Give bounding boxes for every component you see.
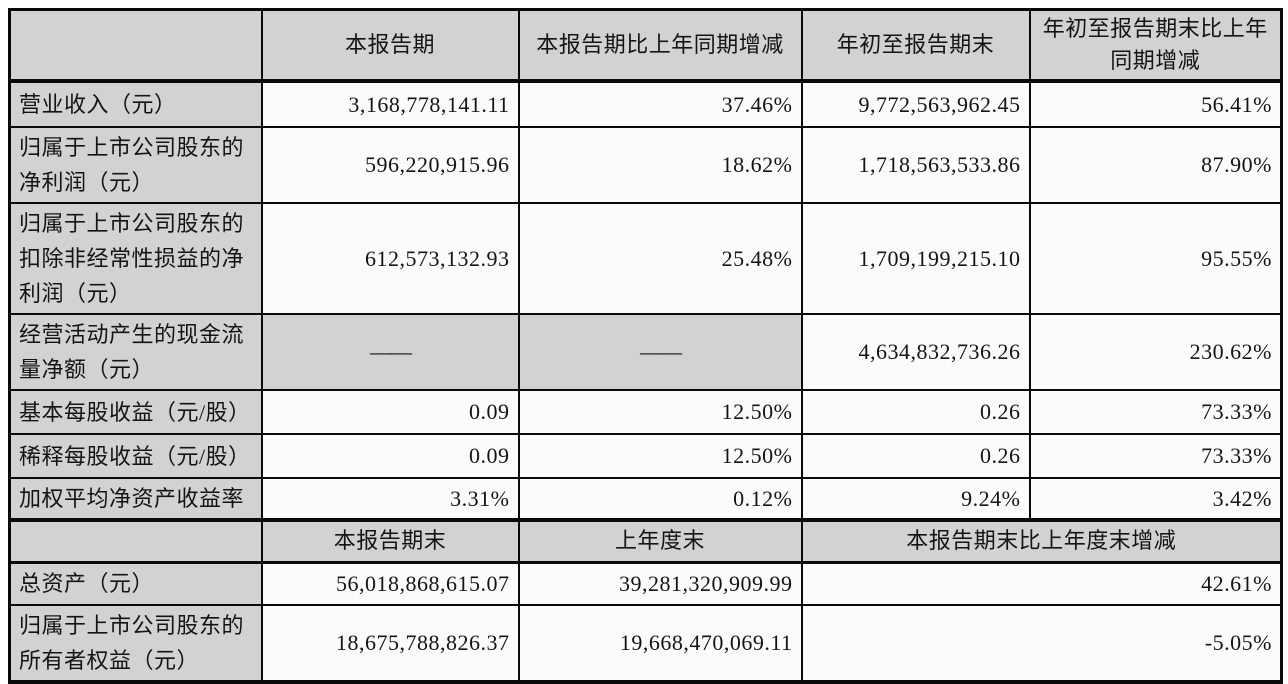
cell-current-period: 3,168,778,141.11 <box>260 80 520 128</box>
cell-yoy-change: 12.50% <box>517 389 803 435</box>
cell-ytd-change: 87.90% <box>1028 126 1283 204</box>
header-row-period: 本报告期 本报告期比上年同期增减 年初至报告期末 年初至报告期末比上年同期增减 <box>8 8 1283 83</box>
header-corner-cell <box>8 8 263 83</box>
cell-yoy-change: 12.50% <box>517 433 803 479</box>
table-row-operating-cash-flow: 经营活动产生的现金流量净额（元） —— —— 4,634,832,736.26 … <box>8 313 1283 391</box>
cell-current-period: 3.31% <box>260 477 520 521</box>
row-label: 经营活动产生的现金流量净额（元） <box>8 313 263 391</box>
row-label: 加权平均净资产收益率 <box>8 477 263 521</box>
row-label: 稀释每股收益（元/股） <box>8 433 263 479</box>
cell-ytd-change: 73.33% <box>1028 389 1283 435</box>
cell-current-period: 612,573,132.93 <box>260 202 520 315</box>
table-row-basic-eps: 基本每股收益（元/股） 0.09 12.50% 0.26 73.33% <box>8 389 1283 435</box>
cell-ytd-change: 73.33% <box>1028 433 1283 479</box>
cell-prior-year-end: 39,281,320,909.99 <box>517 561 803 606</box>
col-header-period-end-change: 本报告期末比上年度末增减 <box>800 518 1283 564</box>
cell-current-period: 0.09 <box>260 433 520 479</box>
table-row-equity-attributable: 归属于上市公司股东的所有者权益（元） 18,675,788,826.37 19,… <box>8 604 1283 684</box>
cell-current-period: 0.09 <box>260 389 520 435</box>
financial-summary-table: 本报告期 本报告期比上年同期增减 年初至报告期末 年初至报告期末比上年同期增减 … <box>8 8 1283 684</box>
col-header-ytd-yoy: 年初至报告期末比上年同期增减 <box>1028 8 1283 83</box>
row-label: 总资产（元） <box>8 561 263 606</box>
cell-ytd-change: 56.41% <box>1028 80 1283 128</box>
col-header-current-period-yoy: 本报告期比上年同期增减 <box>517 8 803 83</box>
header-row-period-end: 本报告期末 上年度末 本报告期末比上年度末增减 <box>8 518 1283 564</box>
row-label: 归属于上市公司股东的净利润（元） <box>8 126 263 204</box>
cell-period-end-change: 42.61% <box>800 561 1283 606</box>
cell-ytd: 1,709,199,215.10 <box>800 202 1031 315</box>
cell-ytd: 9,772,563,962.45 <box>800 80 1031 128</box>
cell-current-period: 596,220,915.96 <box>260 126 520 204</box>
cell-ytd: 0.26 <box>800 433 1031 479</box>
cell-yoy-change: 18.62% <box>517 126 803 204</box>
col-header-ytd: 年初至报告期末 <box>800 8 1031 83</box>
cell-ytd-change: 230.62% <box>1028 313 1283 391</box>
cell-ytd: 9.24% <box>800 477 1031 521</box>
cell-yoy-change: 0.12% <box>517 477 803 521</box>
header-corner-cell-2 <box>8 518 263 564</box>
cell-yoy-change: 25.48% <box>517 202 803 315</box>
table-row-diluted-eps: 稀释每股收益（元/股） 0.09 12.50% 0.26 73.33% <box>8 433 1283 479</box>
table-row-revenue: 营业收入（元） 3,168,778,141.11 37.46% 9,772,56… <box>8 80 1283 128</box>
cell-period-end: 18,675,788,826.37 <box>260 604 520 684</box>
cell-yoy-change: 37.46% <box>517 80 803 128</box>
cell-period-end-change: -5.05% <box>800 604 1283 684</box>
cell-ytd: 0.26 <box>800 389 1031 435</box>
cell-period-end: 56,018,868,615.07 <box>260 561 520 606</box>
col-header-period-end: 本报告期末 <box>260 518 520 564</box>
cell-yoy-change-dash: —— <box>517 313 803 391</box>
cell-ytd-change: 3.42% <box>1028 477 1283 521</box>
cell-prior-year-end: 19,668,470,069.11 <box>517 604 803 684</box>
table-row-weighted-avg-roe: 加权平均净资产收益率 3.31% 0.12% 9.24% 3.42% <box>8 477 1283 521</box>
col-header-current-period: 本报告期 <box>260 8 520 83</box>
key-figures-table: 本报告期 本报告期比上年同期增减 年初至报告期末 年初至报告期末比上年同期增减 … <box>8 8 1283 684</box>
cell-ytd: 4,634,832,736.26 <box>800 313 1031 391</box>
cell-current-period-dash: —— <box>260 313 520 391</box>
table-row-net-profit-excl-nonrecurring: 归属于上市公司股东的扣除非经常性损益的净利润（元） 612,573,132.93… <box>8 202 1283 315</box>
cell-ytd: 1,718,563,533.86 <box>800 126 1031 204</box>
row-label: 归属于上市公司股东的扣除非经常性损益的净利润（元） <box>8 202 263 315</box>
col-header-prior-year-end: 上年度末 <box>517 518 803 564</box>
row-label: 营业收入（元） <box>8 80 263 128</box>
table-row-total-assets: 总资产（元） 56,018,868,615.07 39,281,320,909.… <box>8 561 1283 606</box>
table-row-net-profit: 归属于上市公司股东的净利润（元） 596,220,915.96 18.62% 1… <box>8 126 1283 204</box>
row-label: 归属于上市公司股东的所有者权益（元） <box>8 604 263 684</box>
cell-ytd-change: 95.55% <box>1028 202 1283 315</box>
row-label: 基本每股收益（元/股） <box>8 389 263 435</box>
